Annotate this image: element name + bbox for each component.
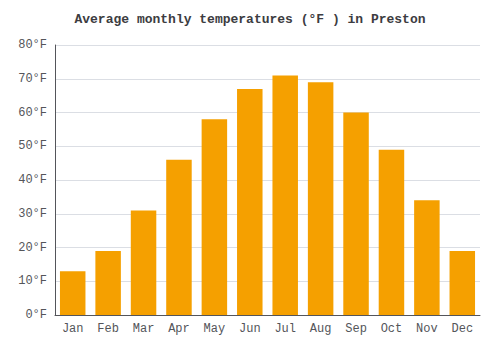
svg-text:Jul: Jul: [274, 322, 296, 336]
svg-text:50°F: 50°F: [18, 139, 47, 153]
svg-text:Nov: Nov: [416, 322, 438, 336]
svg-text:40°F: 40°F: [18, 173, 47, 187]
svg-text:Oct: Oct: [381, 322, 403, 336]
svg-text:Average monthly temperatures (: Average monthly temperatures (°F ) in Pr…: [74, 12, 425, 27]
svg-text:May: May: [204, 322, 226, 336]
svg-text:Apr: Apr: [168, 322, 190, 336]
svg-text:Jun: Jun: [239, 322, 261, 336]
svg-text:Aug: Aug: [310, 322, 332, 336]
svg-text:Mar: Mar: [133, 322, 155, 336]
svg-text:30°F: 30°F: [18, 207, 47, 221]
svg-text:80°F: 80°F: [18, 38, 47, 52]
svg-text:Jan: Jan: [62, 322, 84, 336]
svg-text:70°F: 70°F: [18, 72, 47, 86]
svg-text:20°F: 20°F: [18, 241, 47, 255]
svg-text:60°F: 60°F: [18, 106, 47, 120]
svg-text:Feb: Feb: [97, 322, 119, 336]
svg-text:0°F: 0°F: [25, 308, 47, 322]
svg-text:Dec: Dec: [451, 322, 473, 336]
svg-text:10°F: 10°F: [18, 274, 47, 288]
svg-text:Sep: Sep: [345, 322, 367, 336]
